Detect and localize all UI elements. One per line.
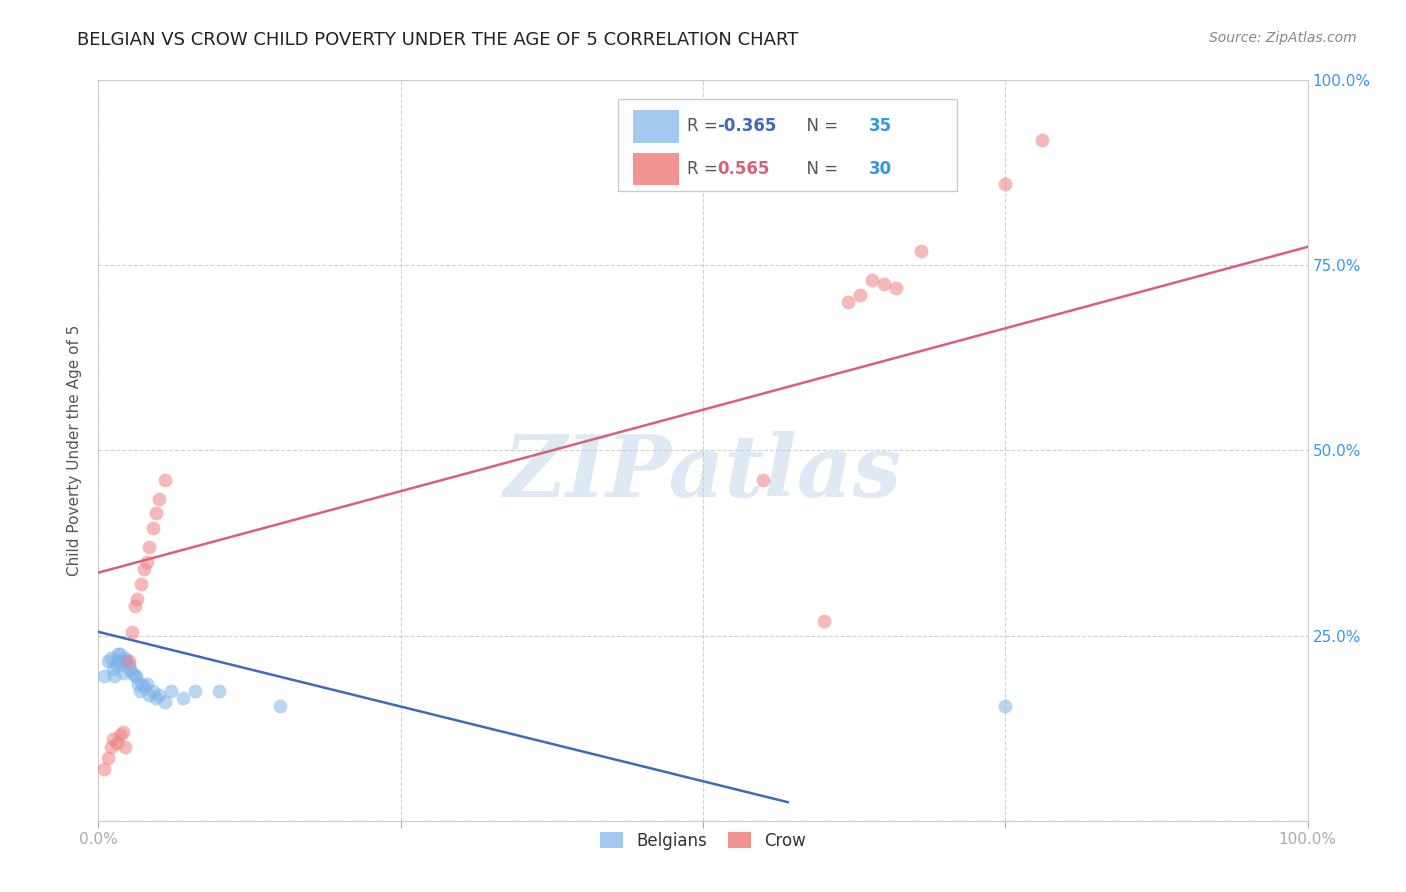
Legend: Belgians, Crow: Belgians, Crow bbox=[593, 825, 813, 856]
Text: 30: 30 bbox=[869, 160, 891, 178]
Text: N =: N = bbox=[796, 160, 844, 178]
Point bbox=[105, 658, 128, 673]
Point bbox=[100, 650, 122, 665]
Point bbox=[129, 576, 152, 591]
Point bbox=[101, 732, 124, 747]
Point bbox=[124, 599, 146, 613]
Point bbox=[111, 665, 134, 680]
Point bbox=[105, 736, 128, 750]
Point bbox=[97, 750, 120, 764]
Point bbox=[128, 684, 150, 698]
Point bbox=[108, 729, 131, 743]
Point bbox=[138, 688, 160, 702]
Point bbox=[103, 669, 125, 683]
Text: -0.365: -0.365 bbox=[717, 118, 778, 136]
Point bbox=[135, 555, 157, 569]
Point bbox=[100, 739, 122, 754]
Point bbox=[131, 676, 153, 690]
Point bbox=[172, 691, 194, 706]
Text: N =: N = bbox=[796, 118, 844, 136]
Point bbox=[105, 655, 128, 669]
FancyBboxPatch shape bbox=[633, 153, 679, 186]
Point bbox=[145, 691, 167, 706]
Text: Source: ZipAtlas.com: Source: ZipAtlas.com bbox=[1209, 31, 1357, 45]
Point bbox=[114, 650, 136, 665]
Point bbox=[142, 684, 165, 698]
Point bbox=[153, 473, 176, 487]
Point bbox=[269, 698, 291, 713]
Text: ZIPatlas: ZIPatlas bbox=[503, 431, 903, 515]
Point bbox=[752, 473, 775, 487]
Point bbox=[93, 669, 115, 683]
Point bbox=[153, 695, 176, 709]
Point bbox=[127, 591, 149, 606]
Point bbox=[108, 655, 131, 669]
Point bbox=[108, 647, 131, 661]
Point bbox=[994, 698, 1017, 713]
FancyBboxPatch shape bbox=[619, 99, 957, 191]
Point bbox=[135, 676, 157, 690]
Point bbox=[111, 724, 134, 739]
Point bbox=[160, 684, 183, 698]
Point bbox=[860, 273, 883, 287]
Point bbox=[134, 562, 156, 576]
Point bbox=[125, 669, 148, 683]
Text: BELGIAN VS CROW CHILD POVERTY UNDER THE AGE OF 5 CORRELATION CHART: BELGIAN VS CROW CHILD POVERTY UNDER THE … bbox=[77, 31, 799, 49]
FancyBboxPatch shape bbox=[633, 110, 679, 143]
Point bbox=[124, 669, 146, 683]
Point bbox=[121, 624, 143, 639]
Point bbox=[142, 521, 165, 535]
Text: R =: R = bbox=[688, 118, 723, 136]
Point bbox=[138, 540, 160, 554]
Point bbox=[886, 280, 908, 294]
Point bbox=[1031, 132, 1053, 146]
Point bbox=[114, 739, 136, 754]
Point bbox=[208, 684, 231, 698]
Point bbox=[121, 665, 143, 680]
Point bbox=[127, 676, 149, 690]
Point bbox=[184, 684, 207, 698]
Point bbox=[118, 658, 141, 673]
Point bbox=[115, 655, 138, 669]
Point bbox=[107, 647, 129, 661]
Point bbox=[873, 277, 896, 291]
Point bbox=[994, 177, 1017, 191]
Text: 35: 35 bbox=[869, 118, 891, 136]
Point bbox=[93, 762, 115, 776]
Point bbox=[145, 507, 167, 521]
Point bbox=[112, 658, 135, 673]
Point bbox=[813, 614, 835, 628]
Point bbox=[118, 662, 141, 676]
Point bbox=[910, 244, 932, 258]
Point bbox=[837, 295, 859, 310]
Text: R =: R = bbox=[688, 160, 728, 178]
Point bbox=[118, 655, 141, 669]
Point bbox=[849, 288, 872, 302]
Y-axis label: Child Poverty Under the Age of 5: Child Poverty Under the Age of 5 bbox=[67, 325, 83, 576]
Point bbox=[134, 681, 156, 695]
Text: 0.565: 0.565 bbox=[717, 160, 770, 178]
Point bbox=[101, 662, 124, 676]
Point bbox=[148, 491, 170, 506]
Point bbox=[148, 688, 170, 702]
Point bbox=[97, 655, 120, 669]
